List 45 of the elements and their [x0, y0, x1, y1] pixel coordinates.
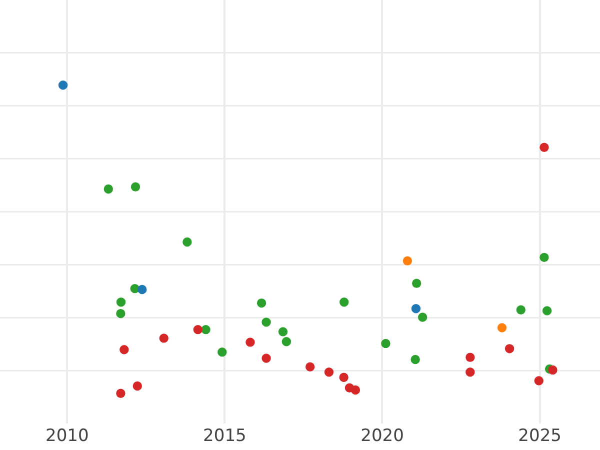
point — [132, 381, 142, 391]
point — [193, 324, 202, 334]
point — [504, 344, 514, 354]
point — [466, 352, 475, 362]
point — [516, 305, 526, 314]
point — [130, 182, 140, 192]
point — [466, 368, 475, 377]
point — [350, 385, 360, 395]
point — [402, 256, 412, 266]
point — [418, 312, 428, 322]
point — [201, 324, 210, 334]
point — [58, 80, 68, 90]
x-tick-label: 2025 — [518, 426, 562, 446]
point — [497, 323, 507, 332]
point — [104, 184, 114, 194]
point — [340, 298, 349, 307]
point — [381, 338, 390, 348]
point — [540, 142, 549, 152]
point — [305, 362, 315, 372]
point — [116, 308, 126, 318]
point — [282, 336, 292, 346]
point — [138, 284, 147, 294]
point — [182, 237, 192, 247]
point — [548, 365, 558, 375]
point — [540, 252, 549, 262]
point — [534, 376, 544, 386]
point — [116, 388, 126, 398]
point — [116, 298, 126, 307]
point — [411, 304, 421, 314]
point — [324, 368, 334, 377]
point — [262, 318, 271, 327]
point — [262, 354, 271, 363]
point — [410, 354, 420, 364]
point — [412, 278, 422, 288]
point — [542, 306, 552, 316]
x-tick-label: 2010 — [45, 426, 89, 446]
point — [159, 334, 168, 343]
point — [246, 338, 255, 347]
point — [278, 327, 288, 336]
point — [256, 298, 266, 308]
point — [339, 372, 348, 382]
point — [218, 347, 227, 357]
point — [120, 345, 129, 354]
x-tick-label: 2015 — [203, 426, 246, 446]
x-tick-label: 2020 — [360, 426, 404, 446]
